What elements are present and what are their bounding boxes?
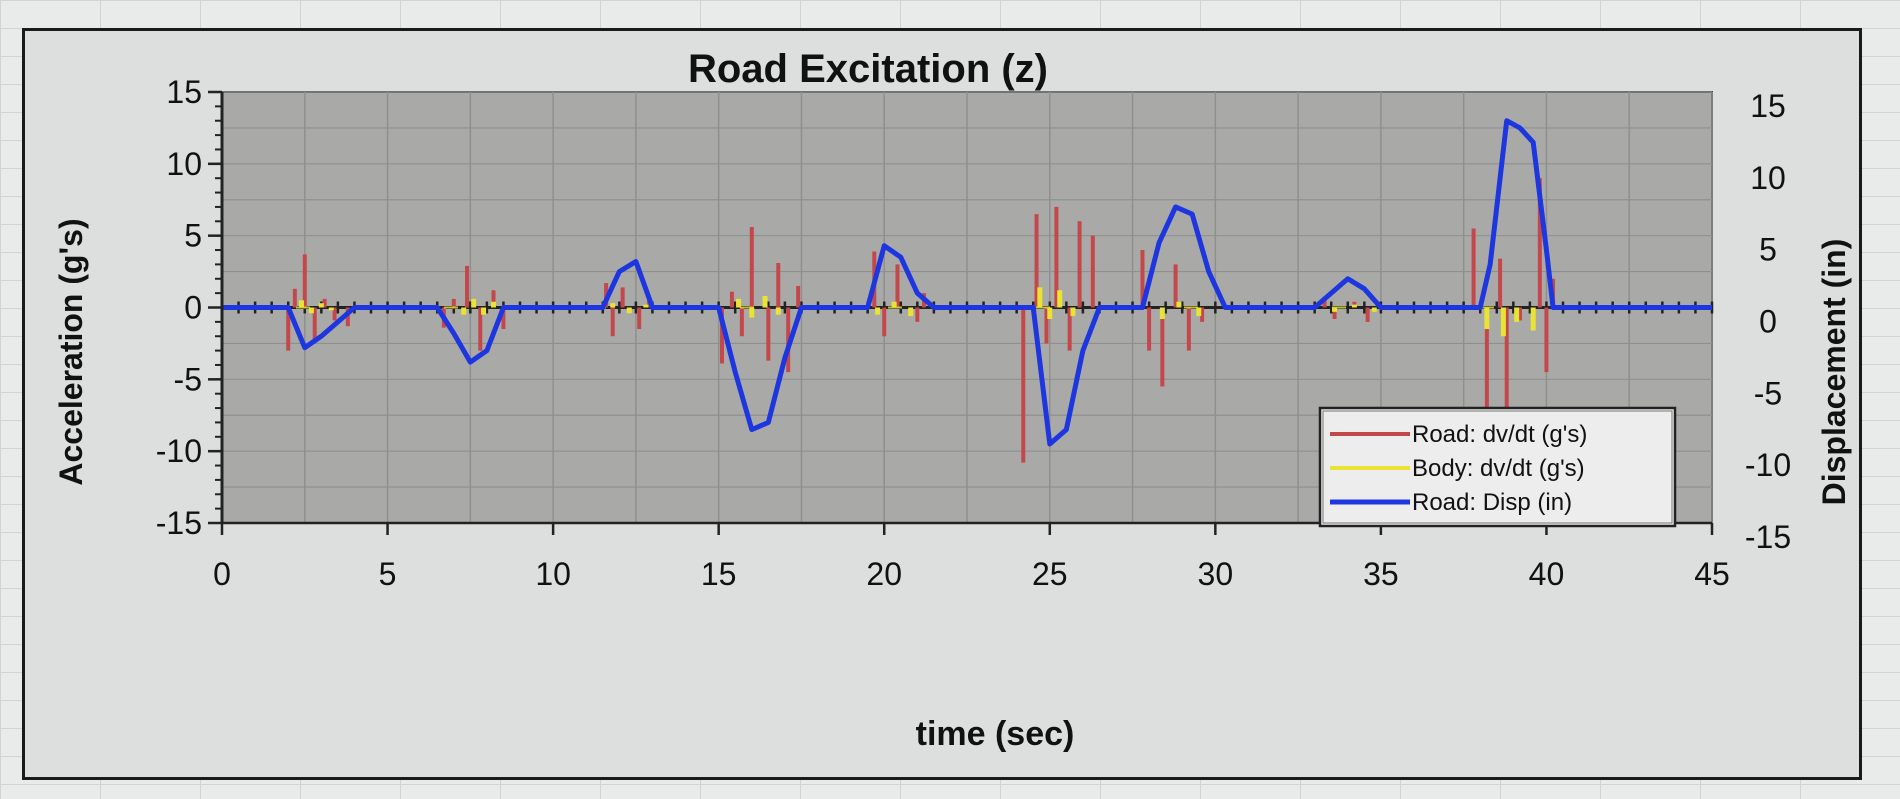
series-point-2 <box>783 356 787 360</box>
series-point-2 <box>1379 306 1383 309</box>
series-point-2 <box>1544 248 1548 252</box>
legend-label: Body: dv/dt (g's) <box>1412 455 1585 482</box>
series-point-2 <box>899 255 903 259</box>
y2-tick-label: -5 <box>1754 375 1782 411</box>
series-point-2 <box>1518 126 1522 130</box>
axes: 15 10 5 0 -5 -10 -15 0 5 10 15 20 25 30 35 40 45 15 10 5 0 -5… <box>156 74 1791 592</box>
series-point-2 <box>601 306 605 309</box>
legend-label: Road: Disp (in) <box>1412 489 1572 516</box>
y-axis-label: Acceleration (g's) <box>53 218 89 485</box>
y-tick-label: 0 <box>184 290 202 326</box>
series-point-2 <box>1190 212 1194 216</box>
series-point-2 <box>650 306 654 309</box>
series-point-2 <box>634 260 638 264</box>
series-point-2 <box>1081 349 1085 353</box>
x-tick-label: 20 <box>866 556 902 592</box>
series-point-2 <box>1478 306 1482 309</box>
y2-tick-label: 10 <box>1750 160 1786 196</box>
series-point-2 <box>1097 306 1101 309</box>
series-point-2 <box>1488 262 1492 266</box>
x-tick-label: 15 <box>701 556 737 592</box>
x-tick-label: 35 <box>1363 556 1399 592</box>
x-tick-label: 25 <box>1032 556 1068 592</box>
y2-tick-label: -10 <box>1745 447 1791 483</box>
series-point-2 <box>750 428 754 432</box>
series-point-2 <box>435 306 439 309</box>
series-point-2 <box>717 306 721 309</box>
series-point-2 <box>882 244 886 248</box>
legend: Road: dv/dt (g's) Body: dv/dt (g's) Road: … <box>1318 406 1677 528</box>
y-tick-label: -10 <box>156 433 202 469</box>
series-point-2 <box>1346 277 1350 281</box>
series-point-2 <box>1313 306 1317 309</box>
series-point-2 <box>468 360 472 364</box>
series-point-2 <box>319 334 323 338</box>
series-point-2 <box>336 320 340 324</box>
series-point-2 <box>1140 306 1144 309</box>
series-line-2 <box>222 118 1712 447</box>
series-point-2 <box>866 306 870 309</box>
y2-axis-label: Displacement (in) <box>1816 239 1852 506</box>
series-point-2 <box>501 306 505 309</box>
chart-title: Road Excitation (z) <box>688 47 1048 91</box>
series-point-2 <box>1174 205 1178 209</box>
y-tick-label: 10 <box>166 146 202 182</box>
series-point-2 <box>1362 287 1366 291</box>
legend-label: Road: dv/dt (g's) <box>1412 421 1587 448</box>
series-point-2 <box>1223 306 1227 309</box>
y-tick-label: 15 <box>166 74 202 110</box>
series-point-2 <box>1710 306 1712 309</box>
series-point-2 <box>485 349 489 353</box>
series-point-2 <box>766 420 770 424</box>
series-point-2 <box>617 270 621 274</box>
x-tick-label: 40 <box>1529 556 1565 592</box>
series-point-2 <box>1031 306 1035 309</box>
series-point-2 <box>286 306 290 309</box>
series-point-2 <box>1329 291 1333 295</box>
series-point-2 <box>1551 306 1555 309</box>
y2-tick-label: 0 <box>1759 304 1777 340</box>
x-tick-label: 45 <box>1694 556 1730 592</box>
series-point-2 <box>1064 428 1068 432</box>
series-point-2 <box>932 306 936 309</box>
x-tick-label: 0 <box>213 556 231 592</box>
x-tick-label: 10 <box>535 556 571 592</box>
series-point-2 <box>733 370 737 374</box>
series-point-2 <box>452 331 456 335</box>
y2-tick-label: 5 <box>1759 232 1777 268</box>
series-point-2 <box>1505 119 1509 123</box>
x-axis-label: time (sec) <box>916 715 1075 753</box>
x-tick-label: 30 <box>1198 556 1234 592</box>
legend-inner-border <box>1322 410 1673 524</box>
series-point-2 <box>1048 442 1052 446</box>
series-point-2 <box>1207 270 1211 274</box>
series-point-2 <box>915 291 919 295</box>
y-tick-label: -15 <box>156 505 202 541</box>
series-point-2 <box>799 306 803 309</box>
series-group <box>222 118 1712 463</box>
y-tick-label: 5 <box>184 218 202 254</box>
y2-tick-label: 15 <box>1750 88 1786 124</box>
series-point-2 <box>303 346 307 350</box>
x-tick-label: 5 <box>379 556 397 592</box>
y2-tick-label: -15 <box>1745 519 1791 555</box>
series-point-2 <box>1157 241 1161 245</box>
y-tick-label: -5 <box>174 361 202 397</box>
series-point-2 <box>352 306 356 309</box>
series-point-2 <box>1531 140 1535 144</box>
